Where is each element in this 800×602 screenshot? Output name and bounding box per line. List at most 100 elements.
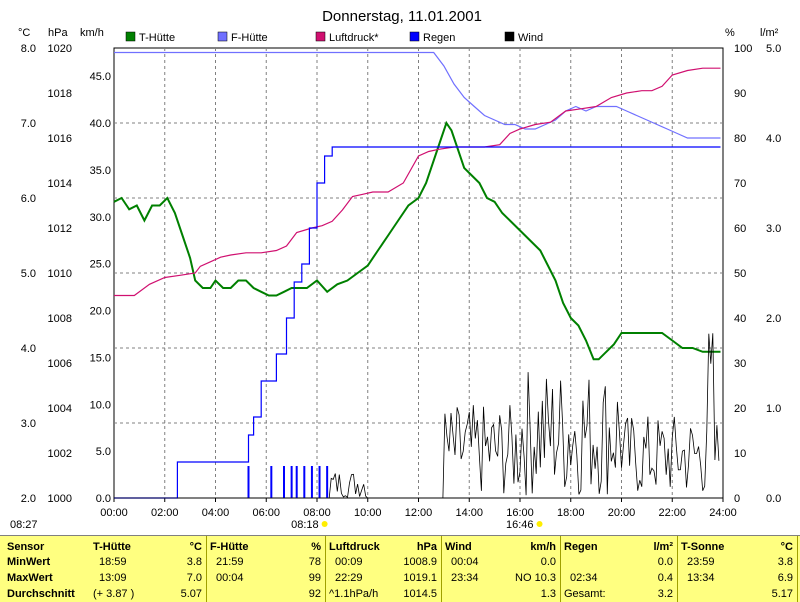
stats-name: Wind	[445, 541, 472, 553]
marker-dot	[321, 521, 328, 527]
stats-unit: %	[311, 541, 321, 553]
series-lines	[113, 51, 721, 499]
unit-hpa: hPa	[48, 27, 68, 39]
y-tick-percent: 70	[734, 178, 746, 190]
time-markers: 08:18 16:46	[291, 519, 543, 531]
x-tick-label: 24:00	[709, 507, 737, 519]
legend-swatch	[315, 31, 326, 42]
stats-min-val: 78	[308, 556, 321, 568]
stats-max-time: 02:34	[570, 572, 598, 584]
y-tick-rain: 0.0	[766, 493, 781, 505]
row-label-max: MaxWert	[7, 572, 53, 584]
stats-max-time: 22:29	[335, 572, 363, 584]
y-tick-hpa: 1008	[48, 313, 72, 325]
legend-label: F-Hütte	[231, 32, 268, 44]
y-tick-hpa: 1004	[48, 403, 72, 415]
x-tick-label: 02:00	[151, 507, 179, 519]
y-tick-celsius: 5.0	[21, 268, 36, 280]
y-tick-celsius: 2.0	[21, 493, 36, 505]
marker-label: 08:18	[291, 519, 319, 531]
legend-swatch	[125, 31, 136, 42]
x-tick-label: 20:00	[608, 507, 636, 519]
y-tick-percent: 20	[734, 403, 746, 415]
y-tick-hpa: 1002	[48, 448, 72, 460]
stats-max-val: 0.4	[657, 572, 673, 584]
y-tick-hpa: 1016	[48, 133, 72, 145]
y-tick-rain: 2.0	[766, 313, 781, 325]
y-tick-percent: 90	[734, 88, 746, 100]
weather-chart: Donnerstag, 11.01.2001 °C hPa km/h % l/m…	[10, 8, 781, 531]
stats-name: T-Hütte	[93, 541, 131, 553]
x-tick-label: 04:00	[202, 507, 230, 519]
legend-label: Regen	[423, 32, 455, 44]
x-tick-label: 12:00	[405, 507, 433, 519]
y-tick-kmh: 40.0	[90, 118, 111, 130]
stats-block: T-Sonne °C 23:59 3.8 13:34 6.9 5.17	[677, 536, 798, 602]
x-tick-label: 18:00	[557, 507, 585, 519]
y-tick-hpa: 1014	[48, 178, 72, 190]
y-tick-hpa: 1012	[48, 223, 72, 235]
y-tick-kmh: 5.0	[96, 446, 111, 458]
y-tick-percent: 40	[734, 313, 746, 325]
stats-avg-note: ^1.1hPa/h	[329, 588, 379, 600]
stats-min-val: 3.8	[186, 556, 202, 568]
stats-max-time: 13:09	[99, 572, 127, 584]
stats-unit: °C	[189, 541, 202, 553]
stats-block: Wind km/h 00:04 0.0 23:34 NO 10.3 1.3	[441, 536, 561, 602]
row-label-sensor: Sensor	[7, 541, 45, 553]
stats-max-val: 99	[308, 572, 321, 584]
y-tick-hpa: 1006	[48, 358, 72, 370]
y-tick-celsius: 8.0	[21, 43, 36, 55]
stats-name: F-Hütte	[210, 541, 249, 553]
series-line	[114, 51, 721, 139]
stats-max-val: 7.0	[186, 572, 202, 584]
series-line	[113, 120, 721, 361]
legend-label: Wind	[518, 32, 543, 44]
y-tick-celsius: 3.0	[21, 418, 36, 430]
y-tick-kmh: 15.0	[90, 352, 111, 364]
stats-max-val: NO 10.3	[515, 572, 556, 584]
start-time: 08:27	[10, 519, 38, 531]
y-tick-kmh: 25.0	[90, 259, 111, 271]
stats-min-val: 3.8	[777, 556, 793, 568]
wind-line	[114, 333, 720, 499]
y-tick-hpa: 1018	[48, 88, 72, 100]
y-tick-percent: 50	[734, 268, 746, 280]
unit-celsius: °C	[18, 27, 30, 39]
stats-min-val: 0.0	[657, 556, 673, 568]
y-tick-celsius: 7.0	[21, 118, 36, 130]
unit-rain: l/m²	[760, 27, 779, 39]
row-label-avg: Durchschnitt	[7, 588, 75, 600]
stats-max-val: 1019.1	[403, 572, 437, 584]
stats-max-time: 13:34	[687, 572, 715, 584]
stats-avg-val: 3.2	[657, 588, 673, 600]
y-tick-percent: 10	[734, 448, 746, 460]
stats-name: T-Sonne	[681, 541, 725, 553]
marker-dot	[536, 521, 543, 527]
unit-kmh: km/h	[80, 27, 104, 39]
stats-unit: hPa	[416, 541, 437, 553]
y-tick-kmh: 10.0	[90, 399, 111, 411]
stats-min-time: 23:59	[687, 556, 715, 568]
legend-swatch	[217, 31, 228, 42]
y-tick-percent: 0	[734, 493, 740, 505]
stats-min-time: 00:09	[335, 556, 363, 568]
stats-panel: Sensor MinWert MaxWert Durchschnitt T-Hü…	[0, 535, 800, 602]
x-tick-label: 08:00	[303, 507, 331, 519]
legend-label: T-Hütte	[139, 32, 175, 44]
legend: T-Hütte F-Hütte Luftdruck* Regen Wind	[125, 31, 543, 44]
y-tick-hpa: 1020	[48, 43, 72, 55]
y-tick-kmh: 45.0	[90, 71, 111, 83]
x-tick-label: 06:00	[252, 507, 280, 519]
series-line	[114, 146, 721, 499]
chart-title: Donnerstag, 11.01.2001	[322, 8, 482, 25]
x-tick-label: 16:00	[506, 507, 534, 519]
row-label-min: MinWert	[7, 556, 51, 568]
x-tick-label: 10:00	[354, 507, 382, 519]
stats-unit: °C	[780, 541, 793, 553]
y-tick-hpa: 1010	[48, 268, 72, 280]
legend-label: Luftdruck*	[329, 32, 379, 44]
legend-swatch	[504, 31, 515, 42]
y-tick-hpa: 1000	[48, 493, 72, 505]
y-tick-kmh: 30.0	[90, 212, 111, 224]
